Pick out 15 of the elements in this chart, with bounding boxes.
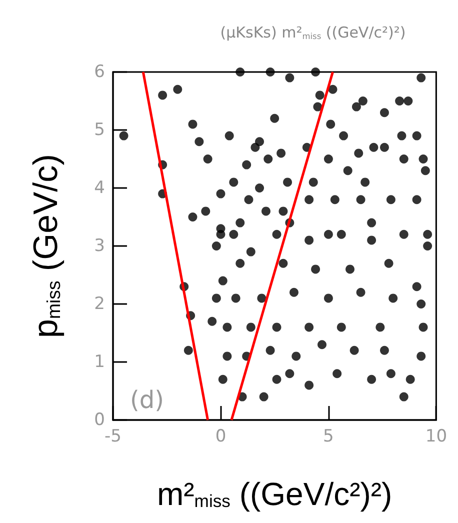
x-tick-label: 0 <box>215 426 226 446</box>
y-tick-label: 2 <box>94 294 105 314</box>
y-tick-label: 6 <box>94 62 105 82</box>
y-axis-title: pmiss (GeV/c) <box>27 154 65 338</box>
y-tick-label: 0 <box>94 410 105 430</box>
x-axis-title: m²miss ((GeV/c²)²) <box>156 476 392 512</box>
x-tick-label: 5 <box>323 426 334 446</box>
y-tick-label: 3 <box>94 236 105 256</box>
annotation: (d) <box>130 386 164 414</box>
x-tick-label: 10 <box>425 426 448 446</box>
chart-title: (μKsKs) m²miss ((GeV/c²)²) <box>220 24 406 42</box>
y-tick-label: 1 <box>94 352 105 372</box>
y-tick-label: 5 <box>94 120 105 140</box>
x-tick-label: -5 <box>104 426 122 446</box>
y-tick-label: 4 <box>94 178 105 198</box>
